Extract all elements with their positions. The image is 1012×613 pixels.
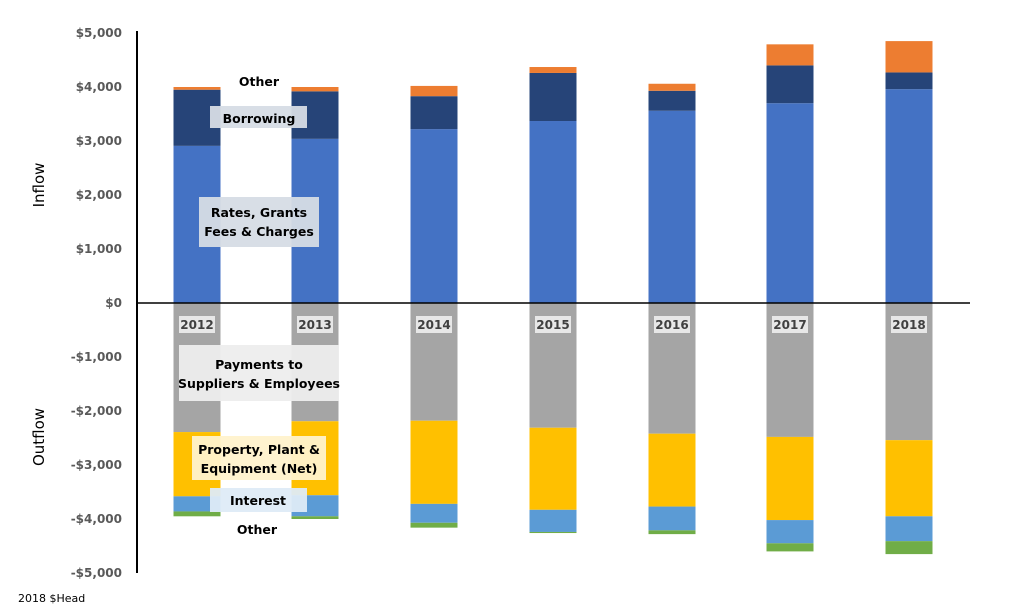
bar-outflow-1-2014 [410, 420, 458, 504]
category-label: 2015 [536, 318, 569, 332]
category-label-bg [297, 316, 333, 333]
annotation-rates-bg [199, 197, 319, 247]
annotation-outflow-other: Other [237, 522, 278, 537]
bar-inflow-0-2017 [766, 103, 814, 303]
y-tick-label: $1,000 [76, 242, 122, 256]
bar-outflow-2-2016 [648, 506, 696, 531]
bar-inflow-0-2018 [885, 89, 933, 303]
bar-inflow-1-2016 [648, 90, 696, 111]
bar-inflow-0-2015 [529, 121, 577, 304]
y-tick-label: -$1,000 [71, 350, 122, 364]
bar-inflow-2-2012 [173, 87, 221, 90]
category-labels: 2012 2013 2014 2015 2016 2017 2018 [179, 316, 927, 333]
y-axis-title-outflow: Outflow [30, 408, 48, 466]
bar-outflow-3-2018 [885, 541, 933, 555]
category-label: 2018 [892, 318, 925, 332]
annotation-rates-line2: Fees & Charges [204, 224, 314, 239]
bar-inflow-1-2017 [766, 65, 814, 104]
bar-outflow-1-2018 [885, 440, 933, 517]
bar-outflow-3-2015 [529, 531, 577, 534]
annotation-payments-line1: Payments to [215, 357, 303, 372]
bar-inflow-1-2018 [885, 72, 933, 90]
y-tick-label: -$4,000 [71, 512, 122, 526]
bar-outflow-3-2012 [173, 511, 221, 517]
category-label-bg [535, 316, 571, 333]
bar-inflow-2-2013 [291, 87, 339, 92]
bar-outflow-2-2018 [885, 516, 933, 542]
bar-inflow-2-2018 [885, 41, 933, 73]
bar-outflow-2-2012 [173, 496, 221, 512]
y-tick-label: $0 [105, 296, 122, 310]
annotation-interest-bg [210, 488, 307, 512]
axes-group [136, 31, 970, 573]
bar-outflow-2-2014 [410, 503, 458, 523]
annotation-borrowing: Borrowing [223, 111, 296, 126]
y-tick-label: -$3,000 [71, 458, 122, 472]
y-tick-label: $3,000 [76, 134, 122, 148]
bar-inflow-2-2017 [766, 44, 814, 66]
annotation-inflow-other: Other [239, 74, 280, 89]
bar-inflow-2-2014 [410, 85, 458, 97]
category-label: 2016 [655, 318, 688, 332]
annotation-payments-bg [179, 345, 339, 401]
y-tick-labels: $5,000 $4,000 $3,000 $2,000 $1,000 $0 -$1,000 -… [71, 26, 122, 580]
category-label: 2014 [417, 318, 450, 332]
category-label: 2013 [298, 318, 331, 332]
bar-outflow-1-2015 [529, 427, 577, 510]
annotation-ppe-line1: Property, Plant & [198, 442, 320, 457]
bar-inflow-1-2014 [410, 96, 458, 130]
category-label-bg [891, 316, 927, 333]
bar-inflow-2-2015 [529, 67, 577, 73]
bar-inflow-0-2016 [648, 110, 696, 303]
category-label-bg [179, 316, 215, 333]
category-label-bg [772, 316, 808, 333]
annotation-borrowing-bg [210, 106, 307, 128]
y-axis-title-inflow: Inflow [30, 163, 48, 208]
y-tick-label: $5,000 [76, 26, 122, 40]
category-label-bg [416, 316, 452, 333]
category-label: 2012 [180, 318, 213, 332]
bar-outflow-3-2017 [766, 543, 814, 552]
annotation-ppe-line2: Equipment (Net) [201, 461, 318, 476]
bar-outflow-2-2017 [766, 520, 814, 544]
annotation-interest: Interest [230, 493, 286, 508]
annotation-ppe-bg [192, 436, 326, 480]
footnote: 2018 $Head [18, 592, 86, 605]
y-tick-label: $4,000 [76, 80, 122, 94]
y-tick-label: $2,000 [76, 188, 122, 202]
bar-outflow-2-2015 [529, 509, 577, 532]
bar-outflow-3-2016 [648, 530, 696, 535]
bar-outflow-3-2013 [291, 516, 339, 519]
category-label: 2017 [773, 318, 806, 332]
y-tick-label: -$2,000 [71, 404, 122, 418]
bar-outflow-1-2016 [648, 433, 696, 507]
category-label-bg [654, 316, 690, 333]
bar-inflow-1-2015 [529, 72, 577, 122]
annotation-rates-line1: Rates, Grants [211, 205, 307, 220]
annotation-payments-line2: Suppliers & Employees [178, 376, 340, 391]
annotations: Other Borrowing Rates, Grants Fees & Charge… [178, 74, 340, 537]
bar-inflow-0-2014 [410, 129, 458, 303]
bar-outflow-1-2017 [766, 436, 814, 521]
bar-inflow-2-2016 [648, 83, 696, 91]
y-tick-label: -$5,000 [71, 566, 122, 580]
bar-outflow-3-2014 [410, 522, 458, 528]
